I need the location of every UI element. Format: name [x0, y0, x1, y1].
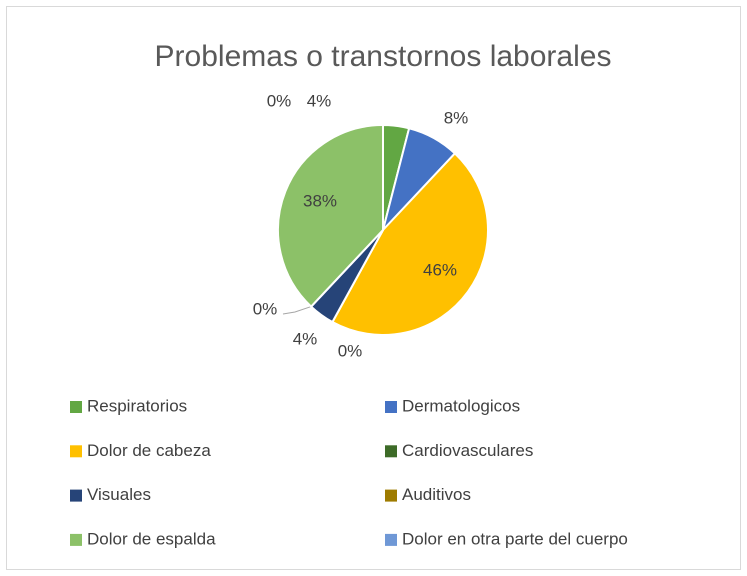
pie-slice: [331, 152, 489, 336]
data-label: 0%: [253, 299, 278, 318]
legend-label: Dolor de cabeza: [87, 441, 211, 460]
data-label: 46%: [423, 260, 457, 279]
leader-line: [282, 306, 312, 315]
data-label: 8%: [444, 108, 469, 127]
legend-label: Dermatologicos: [402, 396, 520, 415]
legend-label: Auditivos: [402, 485, 471, 504]
legend-label: Dolor en otra parte del cuerpo: [402, 529, 628, 548]
legend-swatch: [385, 401, 397, 413]
legend-swatch: [385, 533, 397, 546]
legend-label: Dolor de espalda: [87, 529, 216, 548]
legend-swatch: [385, 489, 397, 502]
legend-swatch: [70, 445, 82, 458]
data-label: 0%: [338, 341, 363, 360]
data-label: 0%: [267, 91, 292, 110]
legend-label: Cardiovasculares: [402, 441, 533, 460]
legend-swatch: [70, 533, 82, 546]
data-label: 38%: [303, 191, 337, 210]
pie-slice: [277, 123, 384, 308]
legend-swatch: [70, 401, 82, 413]
chart-title: Problemas o transtornos laborales: [155, 40, 612, 73]
legend-swatch: [70, 489, 82, 502]
data-label: 4%: [307, 91, 332, 110]
data-label: 4%: [293, 329, 318, 348]
legend-label: Respiratorios: [87, 396, 187, 415]
legend-label: Visuales: [87, 485, 151, 504]
legend-swatch: [385, 445, 397, 458]
